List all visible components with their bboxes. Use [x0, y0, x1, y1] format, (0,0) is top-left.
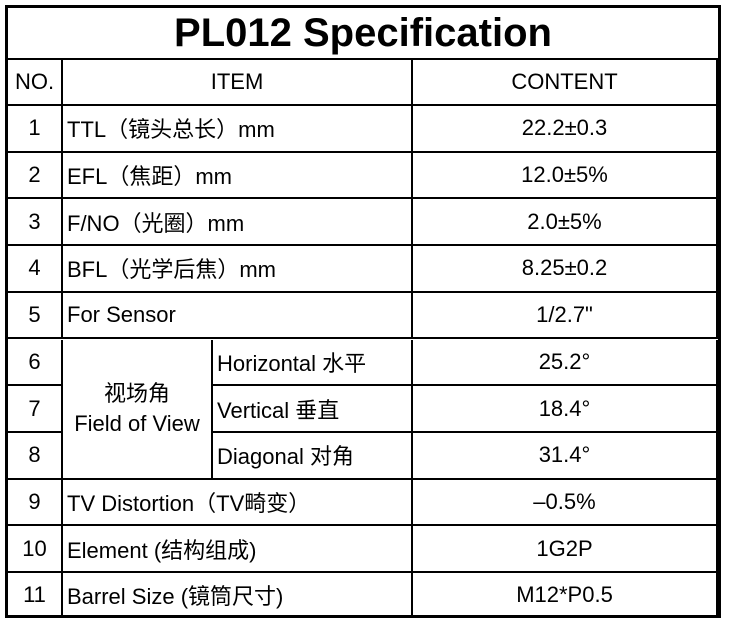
row-no: 9 [8, 479, 63, 527]
row-content: M12*P0.5 [413, 573, 718, 618]
row-content: 8.25±0.2 [413, 246, 718, 293]
group-label: 视场角 Field of View [63, 339, 213, 480]
row-item: TV Distortion（TV畸变） [63, 479, 413, 527]
row-content: 22.2±0.3 [413, 106, 718, 153]
row-content: –0.5% [413, 479, 718, 527]
row-content: 25.2° [413, 339, 718, 387]
row-content: 1/2.7" [413, 292, 718, 340]
row-content: 12.0±5% [413, 152, 718, 200]
title: PL012 Specification [8, 8, 718, 60]
row-no: 11 [8, 573, 63, 618]
row-no: 10 [8, 526, 63, 573]
row-no: 3 [8, 199, 63, 247]
row-content: 1G2P [413, 526, 718, 573]
group-label-line: 视场角 [103, 380, 170, 406]
row-item: Barrel Size (镜筒尺寸) [63, 573, 413, 618]
row-no: 5 [8, 292, 63, 340]
row-no: 1 [8, 106, 63, 153]
row-item: Vertical 垂直 [213, 386, 413, 433]
row-content: 18.4° [413, 386, 718, 433]
row-item: Horizontal 水平 [213, 339, 413, 387]
header-no: NO. [8, 60, 63, 106]
row-item: Element (结构组成) [63, 526, 413, 573]
header-item: ITEM [63, 60, 413, 106]
row-item: Diagonal 对角 [213, 432, 413, 480]
row-item: BFL（光学后焦）mm [63, 246, 413, 293]
group-label-line: Field of View [74, 410, 200, 436]
row-content: 2.0±5% [413, 199, 718, 247]
row-no: 8 [8, 432, 63, 480]
header-content: CONTENT [413, 60, 718, 106]
row-no: 7 [8, 386, 63, 433]
row-item: TTL（镜头总长）mm [63, 106, 413, 153]
row-no: 4 [8, 246, 63, 293]
row-item: For Sensor [63, 292, 413, 340]
row-item: EFL（焦距）mm [63, 152, 413, 200]
row-no: 2 [8, 152, 63, 200]
row-content: 31.4° [413, 432, 718, 480]
spec-table: PL012 Specification NO. ITEM CONTENT 1 TTL（镜头… [5, 5, 721, 618]
row-no: 6 [8, 339, 63, 387]
row-item: F/NO（光圈）mm [63, 199, 413, 247]
